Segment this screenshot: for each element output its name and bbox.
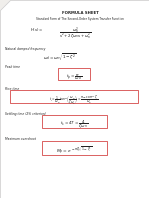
Text: $t_r = \dfrac{1}{\omega_d}\tan^{-1}\!\!\left(\dfrac{\omega_d}{\zeta\omega_n}\rig: $t_r = \dfrac{1}{\omega_d}\tan^{-1}\!\!\… [49, 94, 99, 108]
Text: Settling time (2% criterion): Settling time (2% criterion) [5, 112, 46, 116]
Text: $t_p = \dfrac{\pi}{\omega_d}$: $t_p = \dfrac{\pi}{\omega_d}$ [66, 72, 82, 82]
Text: Natural damped frequency: Natural damped frequency [5, 47, 45, 51]
Text: Rise time: Rise time [5, 87, 19, 91]
Text: FORMULA SHEET: FORMULA SHEET [62, 11, 98, 15]
Text: Standard Form of The Second-Order System Transfer Function: Standard Form of The Second-Order System… [36, 17, 124, 21]
Text: $t_s = 4T = \dfrac{4}{\zeta\omega_n}$: $t_s = 4T = \dfrac{4}{\zeta\omega_n}$ [60, 119, 88, 131]
Text: $M_p = e^{\,-\pi\zeta/\sqrt{1-\zeta^2}}$: $M_p = e^{\,-\pi\zeta/\sqrt{1-\zeta^2}}$ [56, 145, 92, 156]
Text: $H(s) =$: $H(s) =$ [30, 26, 44, 33]
Text: $\omega_d = \omega_n\sqrt{1-\zeta^2}$: $\omega_d = \omega_n\sqrt{1-\zeta^2}$ [43, 53, 77, 63]
Text: $\dfrac{\omega_n^2}{s^2 + 2\zeta\omega_n s + \omega_n^2}$: $\dfrac{\omega_n^2}{s^2 + 2\zeta\omega_n… [59, 26, 91, 42]
Text: Maximum overshoot: Maximum overshoot [5, 137, 36, 141]
Text: Peak time: Peak time [5, 65, 20, 69]
